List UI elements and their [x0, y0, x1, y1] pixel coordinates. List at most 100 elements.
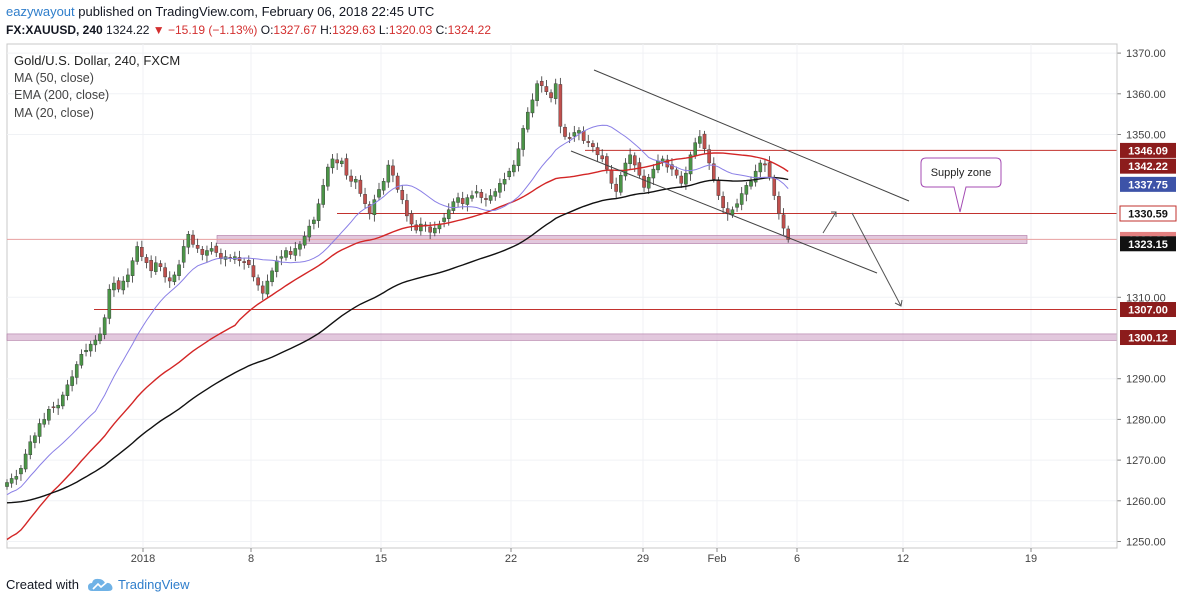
candle-body [149, 260, 153, 272]
x-tick-label: 19 [1025, 553, 1037, 565]
candle-body [298, 244, 302, 250]
candle-body [553, 83, 558, 99]
candle-body [349, 175, 353, 182]
candle-body [642, 175, 646, 188]
author-link[interactable]: eazywayout [6, 4, 75, 19]
support-zone [6, 333, 1118, 341]
candle-body [386, 164, 391, 183]
candle-body [158, 263, 163, 267]
candle-body [288, 251, 293, 255]
candle-body [739, 193, 744, 205]
candle-body [42, 419, 46, 425]
candle-body [65, 384, 70, 396]
change-value: ▼ −15.19 (−1.13%) [152, 23, 258, 37]
candle-body [465, 197, 470, 205]
x-tick-label: 6 [794, 553, 800, 565]
axes-layer: 1250.00 1260.00 1270.00 1280.00 1290.00 1310.… [131, 44, 1166, 565]
candle-body [549, 92, 553, 99]
candle-body [781, 214, 786, 229]
publish-text: published on TradingView.com, February 0… [74, 4, 435, 19]
candle-body [632, 155, 637, 166]
candle-body [84, 350, 88, 353]
symbol-label: FX:XAUUSD, 240 [6, 23, 103, 37]
supply-zone-callout [920, 157, 1002, 213]
candle-body [516, 148, 521, 167]
candle-body [88, 343, 93, 352]
high-label: H: [320, 23, 333, 37]
price-chart[interactable]: Supply zone 1250.00 1260.00 1270.00 1280.00… [0, 42, 1182, 566]
projection-arrow-down [851, 212, 903, 307]
close-label: C: [435, 23, 448, 37]
legend-title: Gold/U.S. Dollar, 240, FXCM [14, 53, 181, 68]
candle-body [47, 409, 51, 421]
candle-body [358, 179, 363, 194]
candle-body [479, 192, 484, 198]
tradingview-link[interactable]: TradingView [118, 577, 190, 592]
candle-body [121, 280, 126, 291]
candle-body [539, 80, 544, 86]
candle-body [205, 250, 209, 256]
candle-body [749, 181, 753, 187]
candle-body [28, 441, 33, 456]
candle-body [772, 177, 777, 196]
legend-ma50[interactable]: MA (50, close) [14, 70, 94, 85]
candle-body [651, 168, 656, 179]
chart-header: eazywayout published on TradingView.com,… [0, 0, 1182, 42]
y-tick-label: 1350.00 [1126, 130, 1166, 142]
candle-body [567, 137, 572, 139]
open-label: O: [260, 23, 274, 37]
price-label-text: 1337.75 [1128, 179, 1168, 191]
candle-body [61, 394, 65, 407]
price-label-box [1120, 158, 1176, 174]
legend-ema200[interactable]: EMA (200, close) [14, 88, 110, 102]
chart-legend: Gold/U.S. Dollar, 240, FXCM MA (50, clos… [14, 52, 180, 122]
price-label-box [1120, 176, 1176, 192]
candle-body [270, 270, 274, 283]
low-label: L: [378, 23, 389, 37]
candle-body [144, 257, 149, 263]
x-tick-label: 22 [505, 553, 517, 565]
candle-body [279, 256, 284, 259]
candle-body [605, 156, 609, 170]
x-tick-label: 15 [375, 553, 387, 565]
candle-body [9, 478, 14, 484]
footer: Created with TradingView [0, 566, 1182, 602]
candle-body [316, 203, 321, 221]
x-tick-label: Feb [708, 553, 727, 565]
candle-body [344, 158, 349, 176]
candle-body [544, 86, 549, 92]
candle-body [744, 185, 749, 195]
close-value: 1324.22 [447, 23, 492, 37]
price-label-text: 1307.00 [1128, 305, 1168, 317]
channel-upper-line [593, 69, 910, 202]
candle-body [656, 160, 660, 171]
legend-ma20[interactable]: MA (20, close) [14, 105, 94, 120]
candle-body [456, 197, 460, 203]
candle-body [577, 130, 581, 134]
x-tick-label: 29 [637, 553, 649, 565]
candle-body [130, 260, 135, 276]
candle-body [628, 154, 632, 165]
candle-body [381, 181, 386, 191]
y-tick-label: 1260.00 [1126, 496, 1166, 508]
candle-body [260, 285, 265, 294]
candle-body [670, 164, 674, 170]
candle-body [419, 223, 423, 232]
candle-body [586, 141, 591, 143]
y-tick-label: 1290.00 [1126, 374, 1166, 386]
candle-body [414, 224, 419, 231]
candle-body [493, 191, 498, 197]
candle-body [19, 468, 23, 475]
candle-body [446, 209, 451, 219]
candle-body [730, 209, 735, 215]
chart-grid [6, 43, 1118, 549]
candle-body [246, 260, 251, 265]
publish-info: eazywayout published on TradingView.com,… [6, 4, 434, 19]
candle-body [363, 194, 367, 204]
drawings-layer: Supply zone [570, 69, 1002, 307]
candle-body [177, 264, 181, 276]
projection-arrow-up [822, 211, 837, 234]
candle-body [558, 84, 563, 127]
created-with-text: Created with [6, 577, 79, 592]
candle-body [135, 246, 140, 262]
